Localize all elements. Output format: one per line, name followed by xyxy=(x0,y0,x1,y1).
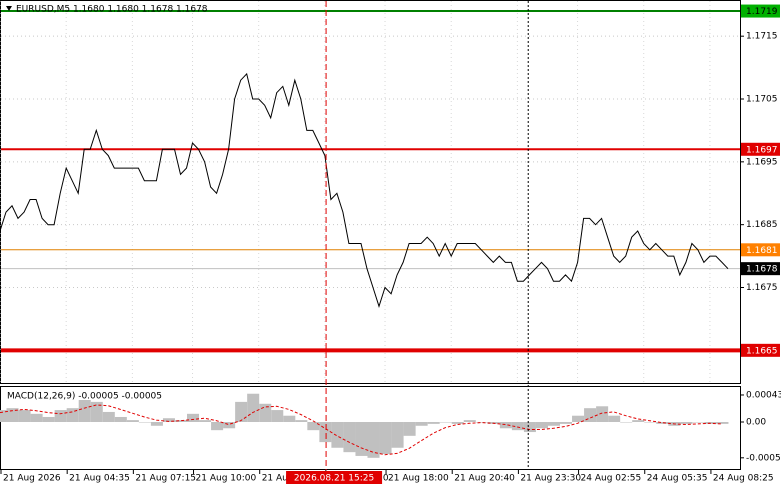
x-tick-label: 21 Aug 2026 xyxy=(3,474,61,484)
macd-bar xyxy=(0,410,7,422)
macd-bar xyxy=(18,410,31,422)
x-tick-label: 21 Aug 10:00 xyxy=(196,474,257,484)
macd-title: MACD(12,26,9) -0.00005 -0.00005 xyxy=(7,392,162,402)
level-label-box xyxy=(741,4,780,18)
level-label-box xyxy=(741,243,780,257)
macd-bar xyxy=(150,421,163,426)
level-label-box xyxy=(741,262,780,276)
macd-bar xyxy=(379,421,392,455)
y-tick-label: 1.1675 xyxy=(746,283,778,293)
macd-bar xyxy=(138,421,151,423)
y-tick-label: 1.1695 xyxy=(746,157,778,167)
x-tick-label: 21 Aug 07:15 xyxy=(135,474,196,484)
price-frame xyxy=(0,0,741,384)
level-label: 1.1719 xyxy=(746,7,778,17)
macd-bar xyxy=(439,421,452,423)
y-tick-label: 1.1685 xyxy=(746,220,778,230)
y-tick-label: 0.00 xyxy=(746,417,766,427)
macd-bar xyxy=(174,420,188,422)
macd-bar xyxy=(716,421,729,424)
y-tick-label: 0.00043 xyxy=(746,390,781,400)
level-label-box xyxy=(741,142,780,156)
macd-bar xyxy=(247,393,260,422)
macd-bar xyxy=(680,421,693,424)
macd-bar xyxy=(187,413,200,422)
macd-bar xyxy=(259,403,272,422)
macd-bar xyxy=(596,406,609,422)
macd-bar xyxy=(415,421,428,426)
macd-bar xyxy=(644,421,657,423)
macd-bar xyxy=(403,421,416,436)
macd-bar xyxy=(211,421,224,431)
x-tick-label: 24 Aug 02:55 xyxy=(581,474,642,484)
macd-bar xyxy=(102,411,115,422)
macd-bar xyxy=(632,420,645,422)
macd-bar xyxy=(608,415,621,422)
x-tick-label: 21 Aug 18:00 xyxy=(388,474,449,484)
macd-bar xyxy=(283,415,296,422)
macd-bar xyxy=(355,421,368,456)
macd-bar xyxy=(6,408,19,422)
chart-title: EURUSD,M5 1.1680 1.1680 1.1678 1.1678 xyxy=(16,5,208,15)
macd-bar xyxy=(319,421,332,443)
macd-bar xyxy=(162,418,175,422)
macd-bar xyxy=(114,416,127,422)
level-label-box xyxy=(741,343,780,357)
macd-bar xyxy=(235,401,248,422)
macd-bar xyxy=(343,421,356,453)
macd-bar xyxy=(42,416,55,422)
level-label: 1.1681 xyxy=(746,246,778,256)
macd-bar xyxy=(54,410,67,422)
y-tick-label: 1.1715 xyxy=(746,32,778,42)
macd-bar xyxy=(584,408,597,422)
macd-bar xyxy=(66,408,79,422)
macd-bar xyxy=(90,401,103,422)
macd-bar xyxy=(560,421,573,424)
macd-bar xyxy=(295,420,308,422)
macd-bar xyxy=(572,415,585,422)
macd-bar xyxy=(451,421,464,424)
crosshair-label-box xyxy=(286,471,383,484)
macd-bar xyxy=(463,420,476,422)
macd-bar xyxy=(620,421,633,423)
macd-bar xyxy=(692,421,705,423)
y-tick-label: -0.00057 xyxy=(746,453,781,463)
crosshair-label: 2026.08.21 15:25 xyxy=(294,474,374,484)
macd-bar xyxy=(499,421,512,429)
macd-bar xyxy=(367,421,380,458)
macd-bar xyxy=(223,421,236,429)
macd-bar xyxy=(511,421,524,431)
x-tick-label: 24 Aug 08:25 xyxy=(713,474,774,484)
macd-bar xyxy=(391,421,404,448)
macd-bar xyxy=(427,421,440,424)
level-label: 1.1665 xyxy=(746,346,778,356)
macd-bar xyxy=(547,421,561,426)
macd-bar xyxy=(656,421,669,424)
macd-bar xyxy=(199,420,212,422)
macd-frame xyxy=(0,386,741,470)
symbol-triangle xyxy=(6,6,12,11)
signal-line xyxy=(0,404,723,456)
macd-bar xyxy=(535,421,548,429)
y-tick-label: 1.1705 xyxy=(746,95,778,105)
macd-bar xyxy=(271,410,284,422)
macd-bar xyxy=(30,413,43,422)
level-label: 1.1678 xyxy=(746,265,778,275)
level-label: 1.1697 xyxy=(746,145,778,155)
x-tick-label: 21 Aug 04:35 xyxy=(69,474,130,484)
macd-bar xyxy=(78,400,91,422)
x-tick-label: 24 Aug 05:35 xyxy=(647,474,708,484)
x-tick-label: 21 Aug 23:30 xyxy=(520,474,581,484)
macd-bar xyxy=(523,421,536,433)
x-tick-label: 21 Aug 20:40 xyxy=(454,474,515,484)
macd-bar xyxy=(126,420,139,422)
macd-bar xyxy=(307,421,320,431)
price-line xyxy=(0,72,729,308)
macd-bar xyxy=(475,421,488,423)
macd-bar xyxy=(331,421,344,448)
